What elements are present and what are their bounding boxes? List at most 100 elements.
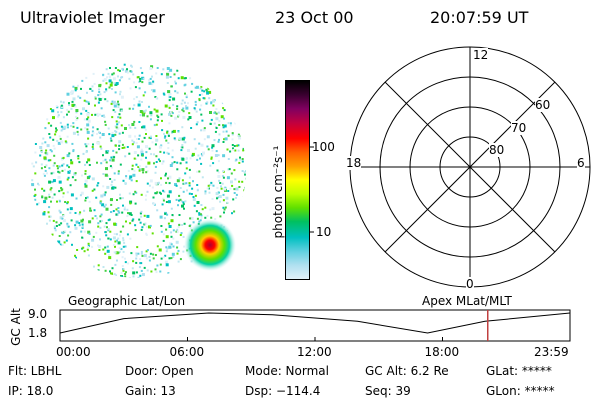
disk-pixel	[45, 149, 48, 152]
disk-pixel	[188, 225, 191, 227]
disk-pixel	[83, 209, 86, 212]
disk-pixel	[65, 239, 68, 242]
disk-pixel	[113, 273, 116, 276]
disk-pixel	[60, 104, 63, 107]
apex-label: Apex MLat/MLT	[422, 294, 512, 308]
disk-pixel	[141, 140, 144, 143]
disk-pixel	[191, 82, 194, 85]
disk-pixel	[37, 202, 40, 205]
disk-pixel	[146, 190, 149, 193]
disk-pixel	[87, 245, 90, 248]
disk-pixel	[166, 82, 169, 84]
disk-pixel	[219, 200, 222, 203]
disk-pixel	[166, 130, 169, 133]
disk-pixel	[140, 148, 143, 151]
disk-pixel	[47, 122, 50, 125]
disk-pixel	[171, 162, 174, 165]
colorbar-tick-10: 10	[316, 225, 332, 239]
disk-pixel	[62, 195, 65, 198]
disk-pixel	[101, 97, 104, 100]
disk-pixel	[145, 151, 148, 154]
disk-pixel	[57, 141, 61, 145]
disk-pixel	[69, 207, 73, 211]
disk-pixel	[124, 273, 127, 275]
disk-pixel	[182, 110, 185, 113]
disk-pixel	[149, 77, 152, 80]
colorbar-ticks	[309, 146, 314, 233]
disk-pixel	[212, 162, 215, 165]
disk-pixel	[83, 230, 86, 233]
disk-pixel	[115, 82, 119, 85]
disk-pixel	[184, 200, 187, 203]
disk-pixel	[133, 104, 136, 107]
disk-pixel	[60, 125, 63, 128]
disk-pixel	[102, 173, 105, 175]
disk-pixel	[147, 79, 150, 82]
disk-pixel	[137, 166, 140, 168]
disk-pixel	[118, 250, 121, 253]
disk-pixel	[134, 126, 137, 129]
disk-pixel	[131, 143, 134, 146]
disk-pixel	[72, 85, 75, 88]
disk-pixel	[201, 176, 204, 179]
disk-pixel	[166, 72, 170, 76]
disk-pixel	[110, 156, 113, 159]
disk-pixel	[103, 78, 107, 82]
disk-pixel	[52, 179, 56, 183]
disk-pixel	[160, 257, 163, 260]
disk-pixel	[235, 187, 239, 191]
disk-pixel	[169, 96, 172, 99]
disk-pixel	[202, 97, 205, 100]
disk-pixel	[117, 210, 120, 213]
disk-pixel	[194, 100, 197, 103]
disk-pixel	[160, 225, 163, 227]
disk-pixel	[99, 220, 102, 223]
disk-pixel	[78, 213, 81, 216]
strip-y-tick-max: 9.0	[28, 307, 48, 321]
disk-pixel	[68, 102, 70, 105]
disk-pixel	[115, 208, 118, 211]
disk-pixel	[57, 111, 59, 114]
disk-pixel	[126, 68, 128, 71]
disk-pixel	[77, 155, 80, 157]
disk-pixel	[181, 126, 184, 129]
disk-pixel	[168, 190, 172, 194]
disk-pixel	[123, 241, 126, 244]
disk-pixel	[141, 168, 145, 172]
disk-pixel	[139, 80, 142, 83]
disk-pixel	[50, 190, 53, 193]
disk-pixel	[112, 236, 116, 240]
disk-pixel	[226, 176, 230, 180]
disk-pixel	[102, 79, 105, 82]
disk-pixel	[62, 101, 65, 104]
disk-pixel	[155, 135, 158, 137]
disk-pixel	[133, 81, 136, 84]
disk-pixel	[212, 104, 215, 107]
disk-pixel	[121, 211, 124, 214]
disk-pixel	[119, 197, 122, 200]
disk-pixel	[156, 191, 159, 194]
disk-pixel	[155, 72, 158, 75]
disk-pixel	[169, 68, 173, 72]
disk-pixel	[102, 159, 105, 162]
disk-pixel	[49, 159, 52, 162]
disk-pixel	[218, 120, 221, 122]
disk-pixel	[231, 212, 233, 215]
disk-pixel	[109, 159, 112, 162]
disk-pixel	[69, 231, 72, 234]
disk-pixel	[68, 152, 71, 155]
glon-info: GLon: *****	[486, 384, 555, 398]
disk-pixel	[199, 219, 202, 222]
disk-pixel	[170, 85, 173, 88]
disk-pixel	[77, 84, 79, 87]
disk-pixel	[156, 264, 159, 267]
disk-pixel	[102, 73, 105, 76]
disk-pixel	[133, 120, 136, 123]
disk-pixel	[97, 264, 100, 267]
disk-pixel	[82, 152, 85, 155]
disk-pixel	[79, 96, 82, 99]
disk-pixel	[140, 193, 143, 196]
disk-pixel	[112, 77, 116, 81]
disk-pixel	[171, 131, 173, 134]
disk-pixel	[127, 212, 129, 215]
